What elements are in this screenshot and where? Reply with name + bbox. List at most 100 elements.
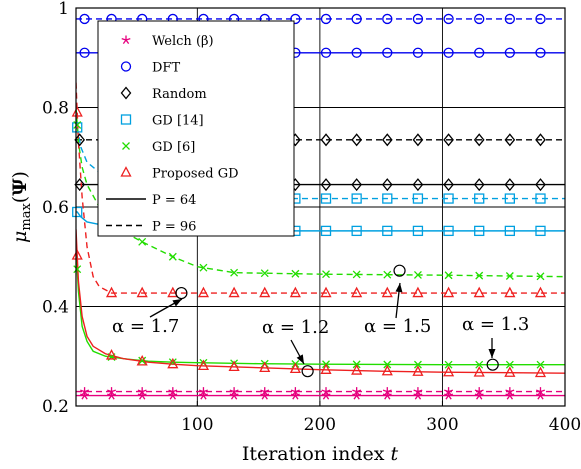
star-marker [382, 387, 392, 396]
circle-marker [351, 13, 362, 25]
square-marker [320, 225, 332, 237]
circle-marker [290, 13, 301, 25]
triangle-marker [289, 362, 301, 374]
star-marker [413, 387, 423, 396]
circle-marker [320, 47, 332, 58]
diamond-marker [443, 133, 454, 147]
x-marker [291, 269, 300, 278]
triangle-marker [136, 354, 148, 366]
square-marker [504, 225, 515, 237]
x-tick-label: 100 [181, 415, 213, 435]
x-marker [383, 360, 392, 369]
star-marker [121, 35, 131, 45]
star-marker [536, 387, 545, 396]
square-marker [412, 225, 424, 237]
annotation-label: α = 1.3 [462, 314, 529, 335]
legend-label: Random [152, 87, 207, 102]
star-marker [107, 387, 117, 396]
x-marker [322, 270, 330, 279]
annotation-arrowhead [395, 283, 403, 293]
triangle-marker [228, 286, 240, 298]
square-marker [504, 193, 515, 204]
triangle-marker [197, 286, 210, 298]
star-marker [80, 387, 90, 396]
annotation-circle [486, 358, 499, 371]
circle-marker [474, 13, 485, 25]
star-marker [198, 387, 208, 396]
legend-box [97, 20, 295, 237]
circle-marker [443, 13, 454, 25]
star-marker [168, 387, 178, 396]
square-marker [72, 206, 83, 218]
x-marker [230, 268, 239, 277]
svg-text:μmax(Ψ): μmax(Ψ) [9, 171, 34, 243]
legend-label: GD [6] [152, 140, 195, 155]
legend-entry: Proposed GD [120, 166, 239, 182]
star-marker [321, 387, 331, 396]
square-marker [72, 122, 83, 133]
triangle-marker [320, 363, 332, 374]
annotation-circle [301, 365, 314, 378]
y-tick-label: 0.2 [42, 397, 69, 417]
diamond-marker [535, 133, 546, 147]
square-marker [443, 193, 454, 204]
legend-entry: DFT [120, 61, 180, 76]
legend-entry: Welch (β) [121, 34, 214, 49]
circle-marker [120, 61, 132, 72]
triangle-marker [320, 286, 332, 298]
circle-marker [412, 47, 424, 58]
x-tick-label: 300 [426, 415, 458, 435]
y-tick-label: 1 [58, 0, 69, 19]
star-marker [505, 387, 515, 396]
star-marker [474, 387, 484, 396]
legend-label: P = 96 [152, 220, 196, 235]
diamond-marker [443, 178, 454, 192]
triangle-marker [412, 365, 424, 376]
circle-marker [535, 47, 546, 58]
triangle-marker [105, 349, 118, 360]
legend-entry: Random [120, 86, 207, 102]
square-marker [412, 193, 424, 204]
triangle-marker [71, 249, 83, 260]
diamond-marker [504, 133, 516, 147]
y-tick-label: 0.4 [42, 298, 69, 318]
triangle-marker [289, 286, 301, 298]
series-line [76, 229, 565, 374]
x-marker [138, 237, 147, 246]
triangle-marker [504, 286, 516, 298]
diamond-marker [320, 133, 332, 147]
diamond-marker [535, 178, 546, 192]
annotation-label: α = 1.2 [262, 317, 329, 338]
annotation-layer: α = 1.7 α = 1.2 α = 1.5 α = 1.3 [112, 264, 529, 378]
triangle-marker [120, 166, 132, 177]
square-marker [535, 225, 546, 237]
x-axis-label: Iteration index t [242, 443, 399, 465]
star-marker [229, 387, 239, 396]
x-tick-label: 200 [304, 415, 336, 435]
legend-label: Welch (β) [152, 34, 214, 49]
triangle-marker [534, 286, 547, 298]
circle-marker [351, 47, 362, 58]
triangle-marker [228, 360, 240, 372]
diamond-marker [351, 133, 362, 147]
legend-label: P = 64 [152, 193, 196, 208]
circle-marker [504, 47, 515, 58]
x-marker [505, 360, 514, 369]
x-marker [444, 360, 453, 369]
circle-marker [443, 47, 454, 58]
x-marker [138, 356, 147, 365]
triangle-marker [473, 366, 485, 377]
star-marker [352, 387, 362, 396]
triangle-marker [504, 366, 516, 377]
diamond-marker [473, 133, 485, 147]
circle-marker [320, 13, 332, 25]
triangle-marker [259, 286, 271, 298]
annotation-arrowhead [172, 299, 182, 307]
x-marker [199, 263, 208, 272]
triangle-marker [534, 366, 547, 378]
square-marker [535, 193, 546, 204]
diamond-marker [412, 178, 424, 192]
x-marker [260, 269, 269, 278]
circle-marker [504, 13, 515, 25]
